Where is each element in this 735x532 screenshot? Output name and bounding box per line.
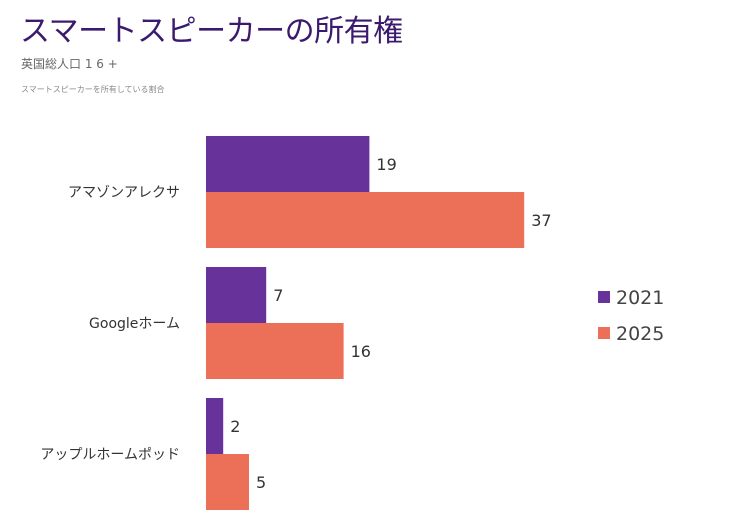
chart-subtitle: 英国総人口 1 6 + (21, 57, 118, 71)
data-label: 5 (256, 473, 266, 492)
bar-2025 (206, 323, 344, 379)
legend-label: 2021 (616, 287, 664, 309)
bar-2021 (206, 267, 267, 323)
data-label: 19 (376, 155, 396, 174)
category-label: Googleホーム (89, 316, 180, 332)
data-label: 2 (230, 417, 240, 436)
bar-2025 (206, 454, 249, 510)
category-label: アマゾンアレクサ (68, 185, 180, 201)
bar-2021 (206, 398, 224, 454)
chart-note: スマートスピーカーを所有している割合 (21, 85, 165, 94)
data-label: 16 (351, 342, 371, 361)
legend-label: 2025 (616, 323, 664, 345)
legend-swatch (598, 291, 610, 303)
bar-2025 (206, 192, 525, 248)
category-label: アップルホームポッド (40, 447, 180, 463)
data-label: 37 (531, 211, 551, 230)
legend-swatch (598, 327, 610, 339)
chart-title: スマートスピーカーの所有権 (20, 14, 403, 49)
data-label: 7 (273, 286, 283, 305)
bar-2021 (206, 136, 370, 192)
